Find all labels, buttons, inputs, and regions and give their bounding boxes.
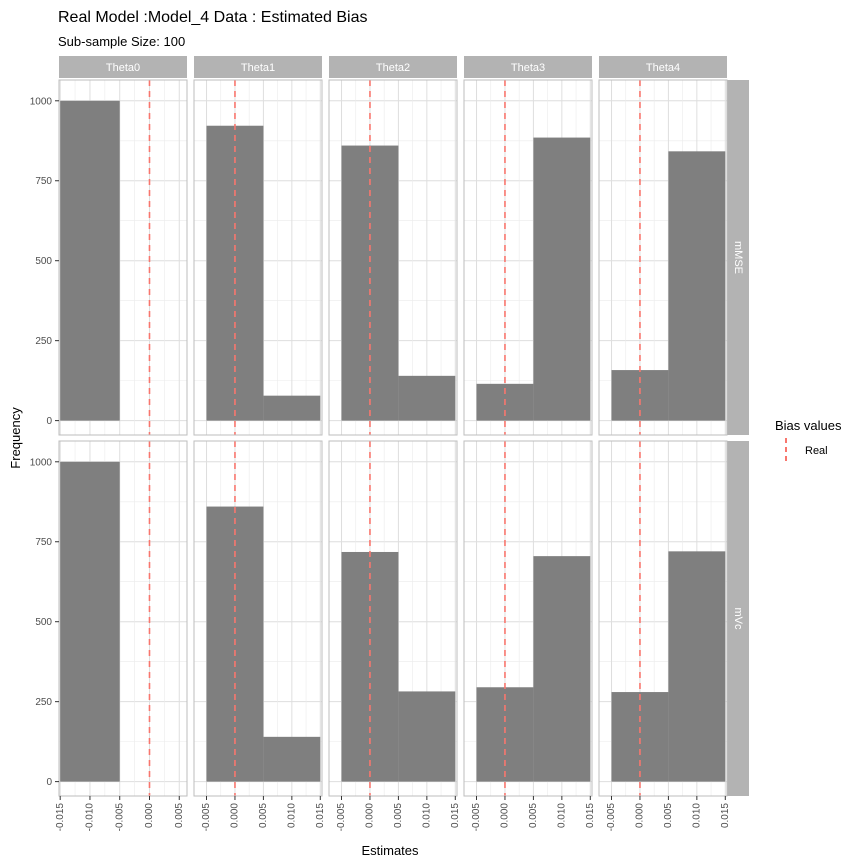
x-tick-label: -0.015 bbox=[55, 803, 66, 832]
col-strip-label: Theta1 bbox=[241, 62, 275, 74]
col-strip-label: Theta4 bbox=[646, 62, 680, 74]
panel-mvc-theta3 bbox=[463, 440, 593, 797]
x-tick-label: 0.015 bbox=[720, 803, 731, 828]
panel-mmse-theta4 bbox=[598, 79, 728, 436]
y-tick-label: 1000 bbox=[30, 457, 53, 468]
histogram-bar bbox=[398, 375, 456, 421]
panel-mvc-theta4 bbox=[598, 440, 728, 797]
histogram-bar bbox=[60, 461, 120, 782]
legend-title: Bias values bbox=[775, 418, 842, 433]
x-tick-label: -0.005 bbox=[336, 803, 347, 832]
legend: Bias values Real bbox=[775, 418, 842, 462]
panel-mmse-theta1 bbox=[193, 79, 323, 436]
row-strip-label: mMSE bbox=[732, 241, 744, 274]
x-tick-label: 0.000 bbox=[365, 803, 376, 828]
x-tick-label: 0.000 bbox=[144, 803, 155, 828]
panel-border bbox=[193, 79, 323, 436]
x-tick-label: 0.010 bbox=[421, 803, 432, 828]
x-tick-label: 0.010 bbox=[556, 803, 567, 828]
x-tick-label: 0.005 bbox=[174, 803, 185, 828]
histogram-bar bbox=[263, 736, 321, 782]
row-strip-label: mVc bbox=[732, 608, 744, 631]
histogram-bar bbox=[533, 137, 591, 421]
panel-border bbox=[58, 440, 188, 797]
col-strip-theta1 bbox=[194, 56, 322, 78]
panel-border bbox=[598, 79, 728, 436]
x-axis-title: Estimates bbox=[361, 843, 419, 858]
x-tick-label: 0.005 bbox=[393, 803, 404, 828]
x-tick-label: 0.010 bbox=[691, 803, 702, 828]
y-tick-label: 0 bbox=[46, 777, 52, 788]
panel-border bbox=[598, 440, 728, 797]
x-tick-label: 0.005 bbox=[528, 803, 539, 828]
col-strip-label: Theta0 bbox=[106, 62, 140, 74]
col-strip-label: Theta2 bbox=[376, 62, 410, 74]
chart-title: Real Model :Model_4 Data : Estimated Bia… bbox=[58, 9, 367, 26]
x-tick-label: 0.010 bbox=[286, 803, 297, 828]
y-tick-label: 750 bbox=[35, 176, 52, 187]
panel-border bbox=[463, 440, 593, 797]
col-strip-theta4 bbox=[599, 56, 727, 78]
panel-border bbox=[58, 79, 188, 436]
panel-mmse-theta2 bbox=[328, 79, 458, 436]
y-tick-label: 0 bbox=[46, 416, 52, 427]
y-tick-label: 500 bbox=[35, 617, 52, 628]
x-tick-label: 0.015 bbox=[450, 803, 461, 828]
row-strip-mvc bbox=[727, 441, 749, 796]
histogram-bar bbox=[533, 556, 591, 782]
x-tick-label: -0.005 bbox=[201, 803, 212, 832]
x-tick-label: 0.000 bbox=[230, 803, 241, 828]
histogram-bar bbox=[668, 151, 726, 421]
x-tick-label: -0.010 bbox=[85, 803, 96, 832]
col-strip-theta3 bbox=[464, 56, 592, 78]
panel-border bbox=[463, 79, 593, 436]
panel-mmse-theta3 bbox=[463, 79, 593, 436]
col-strip-theta0 bbox=[59, 56, 187, 78]
y-tick-label: 500 bbox=[35, 256, 52, 267]
col-strip-label: Theta3 bbox=[511, 62, 545, 74]
histogram-bar bbox=[263, 395, 321, 421]
y-axis-title: Frequency bbox=[8, 407, 23, 469]
x-tick-label: 0.000 bbox=[635, 803, 646, 828]
x-tick-label: 0.015 bbox=[315, 803, 326, 828]
panel-mvc-theta2 bbox=[328, 440, 458, 797]
row-strip-mmse bbox=[727, 80, 749, 435]
histogram-bar bbox=[476, 687, 534, 782]
x-tick-label: 0.000 bbox=[500, 803, 511, 828]
panel-mmse-theta0 bbox=[58, 79, 188, 436]
panel-mvc-theta1 bbox=[193, 440, 323, 797]
histogram-bar bbox=[60, 100, 120, 421]
x-tick-label: -0.005 bbox=[606, 803, 617, 832]
histogram-bar bbox=[398, 691, 456, 782]
y-tick-label: 250 bbox=[35, 336, 52, 347]
panel-border bbox=[328, 79, 458, 436]
histogram-bar bbox=[668, 551, 726, 782]
x-tick-label: 0.005 bbox=[258, 803, 269, 828]
panel-mvc-theta0 bbox=[58, 440, 188, 797]
y-tick-label: 750 bbox=[35, 537, 52, 548]
panel-border bbox=[193, 440, 323, 797]
x-tick-label: 0.015 bbox=[585, 803, 596, 828]
y-tick-label: 1000 bbox=[30, 96, 53, 107]
plot-area: Theta0 Theta1 Theta2 Theta3 Theta4 mMSE mVc 0 25… bbox=[30, 56, 749, 831]
x-tick-label: -0.005 bbox=[114, 803, 125, 832]
y-tick-label: 250 bbox=[35, 697, 52, 708]
x-tick-label: -0.005 bbox=[471, 803, 482, 832]
x-tick-label: 0.005 bbox=[663, 803, 674, 828]
panel-border bbox=[328, 440, 458, 797]
legend-label-real: Real bbox=[805, 445, 828, 457]
chart-subtitle: Sub-sample Size: 100 bbox=[58, 34, 185, 49]
col-strip-theta2 bbox=[329, 56, 457, 78]
